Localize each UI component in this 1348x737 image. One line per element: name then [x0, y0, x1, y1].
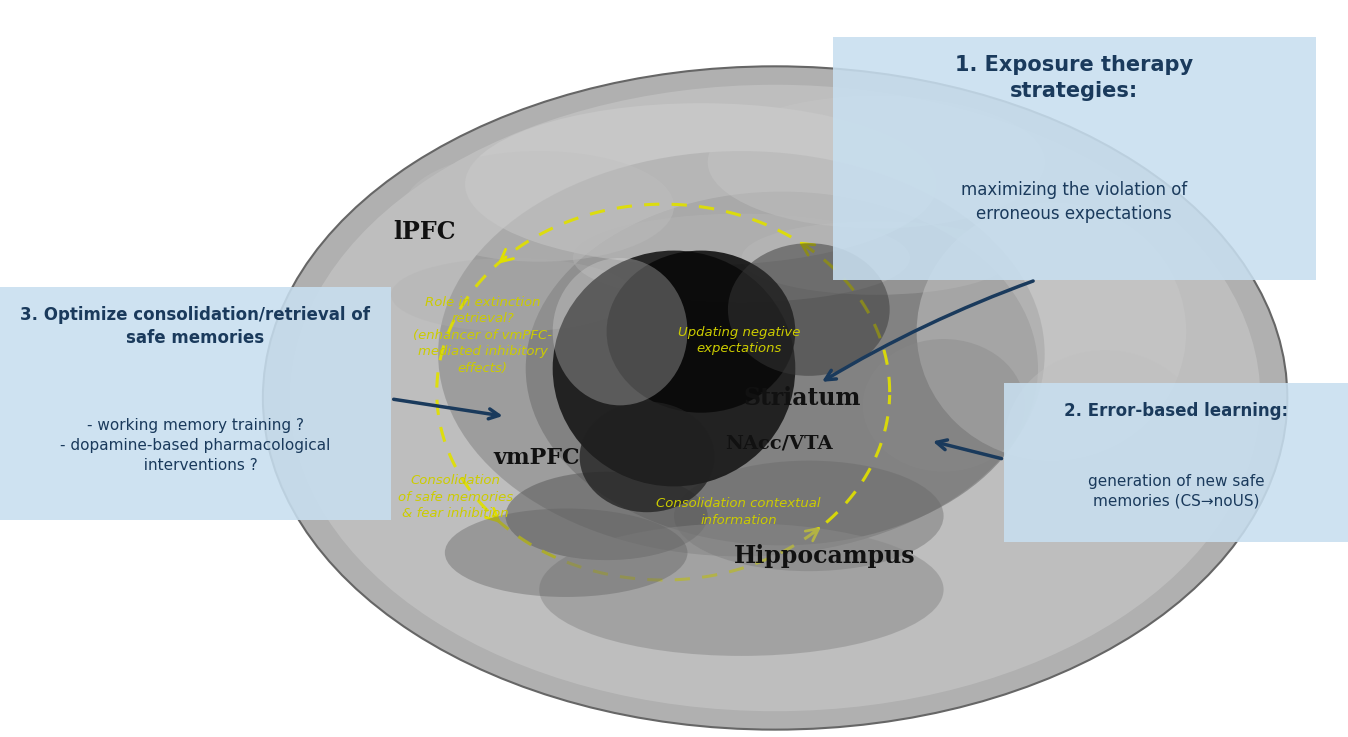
Text: 1. Exposure therapy
strategies:: 1. Exposure therapy strategies:: [956, 55, 1193, 101]
Ellipse shape: [708, 96, 1045, 228]
Text: NAcc/VTA: NAcc/VTA: [725, 435, 833, 453]
FancyBboxPatch shape: [833, 37, 1316, 280]
Ellipse shape: [553, 258, 687, 405]
Ellipse shape: [506, 472, 708, 560]
Ellipse shape: [438, 151, 1045, 556]
Ellipse shape: [290, 85, 1260, 711]
Ellipse shape: [539, 523, 944, 656]
Ellipse shape: [607, 251, 795, 413]
Text: vmPFC: vmPFC: [493, 447, 580, 469]
Ellipse shape: [553, 251, 795, 486]
Text: Role in extinction
retrieval?
(enhancer of vmPFC-
mediated inhibitory
effects): Role in extinction retrieval? (enhancer …: [412, 296, 553, 375]
Ellipse shape: [741, 221, 1011, 295]
FancyBboxPatch shape: [1004, 383, 1348, 542]
Ellipse shape: [391, 258, 634, 332]
Ellipse shape: [728, 243, 890, 376]
FancyBboxPatch shape: [0, 287, 391, 520]
Text: Striatum: Striatum: [743, 386, 861, 410]
Text: Consolidation contextual
information: Consolidation contextual information: [656, 497, 821, 527]
Text: Updating negative
expectations: Updating negative expectations: [678, 326, 799, 355]
Text: generation of new safe
memories (CS→noUS): generation of new safe memories (CS→noUS…: [1088, 474, 1264, 509]
Ellipse shape: [445, 509, 687, 597]
Ellipse shape: [674, 461, 944, 571]
Text: 2. Error-based learning:: 2. Error-based learning:: [1064, 402, 1289, 419]
Ellipse shape: [917, 203, 1186, 461]
Ellipse shape: [580, 402, 714, 512]
Text: - working memory training ?
- dopamine-based pharmacological
  interventions ?: - working memory training ? - dopamine-b…: [61, 418, 330, 472]
Text: maximizing the violation of
erroneous expectations: maximizing the violation of erroneous ex…: [961, 181, 1188, 223]
Text: lPFC: lPFC: [394, 220, 456, 244]
Ellipse shape: [465, 103, 937, 265]
Ellipse shape: [863, 339, 1024, 472]
Text: Hippocampus: Hippocampus: [735, 545, 915, 568]
Text: 3. Optimize consolidation/retrieval of
safe memories: 3. Optimize consolidation/retrieval of s…: [20, 306, 371, 346]
Ellipse shape: [1004, 350, 1206, 534]
Text: Consolidation
of safe memories
& fear inhibition: Consolidation of safe memories & fear in…: [398, 475, 514, 520]
Ellipse shape: [526, 192, 1038, 545]
Ellipse shape: [263, 66, 1287, 730]
Ellipse shape: [404, 151, 674, 262]
Ellipse shape: [573, 214, 910, 302]
